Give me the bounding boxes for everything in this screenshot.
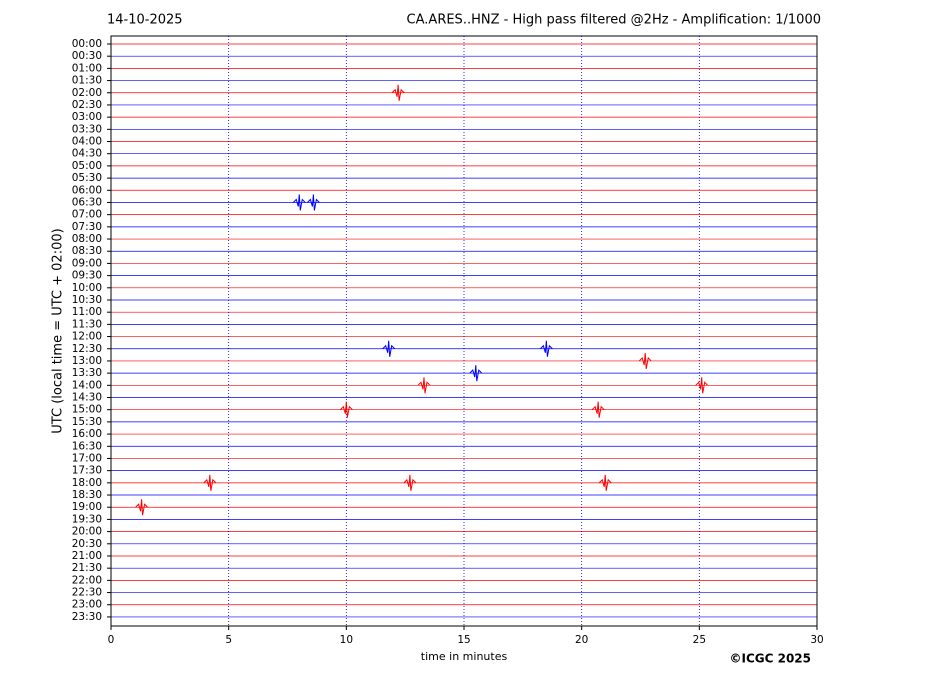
y-tick-label: 03:30 [72,123,102,135]
y-tick-label: 12:30 [72,343,102,355]
y-tick-label: 01:00 [72,62,102,74]
y-tick-label: 07:30 [72,221,102,233]
y-tick-label: 08:00 [72,233,102,245]
y-tick-label: 20:00 [72,526,102,538]
y-tick-label: 10:30 [72,294,102,306]
y-tick-label: 02:30 [72,99,102,111]
seismic-event [307,194,320,211]
chart-title: CA.ARES..HNZ - High pass filtered @2Hz -… [407,13,821,28]
plot-frame [110,35,818,627]
y-tick-label: 00:00 [72,38,102,50]
y-tick-label: 11:00 [72,306,102,318]
y-tick-label: 19:30 [72,513,102,525]
seismic-event [540,340,553,357]
y-tick-label: 18:00 [72,477,102,489]
y-tick-label: 09:00 [72,257,102,269]
seismic-event [469,365,483,382]
chart-date: 14-10-2025 [107,13,183,28]
y-tick-label: 01:30 [72,75,102,87]
seismic-event [417,377,431,394]
seismic-event [382,340,396,357]
y-tick-label: 23:00 [72,599,102,611]
x-tick-label: 10 [340,634,353,646]
seismic-event [591,401,605,418]
y-tick-label: 04:00 [72,136,102,148]
y-tick-label: 17:00 [72,452,102,464]
seismic-event [403,474,417,491]
seismic-event [203,474,217,491]
y-tick-label: 22:00 [72,574,102,586]
y-tick-label: 06:30 [72,196,102,208]
y-tick-label: 09:30 [72,270,102,282]
y-tick-label: 22:30 [72,587,102,599]
credit: ©ICGC 2025 [729,652,811,666]
y-tick-label: 08:30 [72,245,102,257]
y-tick-label: 14:00 [72,379,102,391]
seismic-event [391,84,405,101]
y-tick-label: 06:00 [72,184,102,196]
y-tick-label: 13:30 [72,367,102,379]
seismic-event [292,194,306,211]
y-tick-label: 20:30 [72,538,102,550]
x-tick-label: 20 [575,634,588,646]
y-tick-label: 21:00 [72,550,102,562]
y-tick-label: 02:00 [72,87,102,99]
x-tick-label: 0 [108,634,115,646]
y-tick-label: 19:00 [72,501,102,513]
y-tick-label: 07:00 [72,209,102,221]
seismic-event [135,499,148,516]
seismic-event [598,474,612,491]
x-tick-label: 25 [693,634,706,646]
y-tick-label: 00:30 [72,50,102,62]
y-tick-label: 23:30 [72,611,102,623]
y-tick-label: 16:30 [72,440,102,452]
y-tick-label: 15:00 [72,404,102,416]
y-tick-label: 17:30 [72,465,102,477]
y-tick-label: 14:30 [72,392,102,404]
y-tick-label: 16:00 [72,428,102,440]
y-tick-label: 21:30 [72,562,102,574]
y-tick-label: 05:00 [72,160,102,172]
y-tick-label: 04:30 [72,148,102,160]
seismic-event [638,352,652,370]
y-tick-label: 18:30 [72,489,102,501]
x-tick-label: 5 [225,634,232,646]
seismic-event [339,401,353,418]
y-tick-label: 03:00 [72,111,102,123]
y-axis-label: UTC (local time = UTC + 02:00) [51,228,66,433]
y-tick-label: 12:00 [72,331,102,343]
x-axis-label: time in minutes [421,650,508,663]
seismic-event [695,377,709,394]
y-tick-label: 05:30 [72,172,102,184]
y-tick-label: 13:00 [72,355,102,367]
x-tick-label: 15 [457,634,470,646]
y-tick-label: 15:30 [72,416,102,428]
y-tick-label: 10:00 [72,282,102,294]
x-tick-label: 30 [810,634,823,646]
y-tick-label: 11:30 [72,318,102,330]
